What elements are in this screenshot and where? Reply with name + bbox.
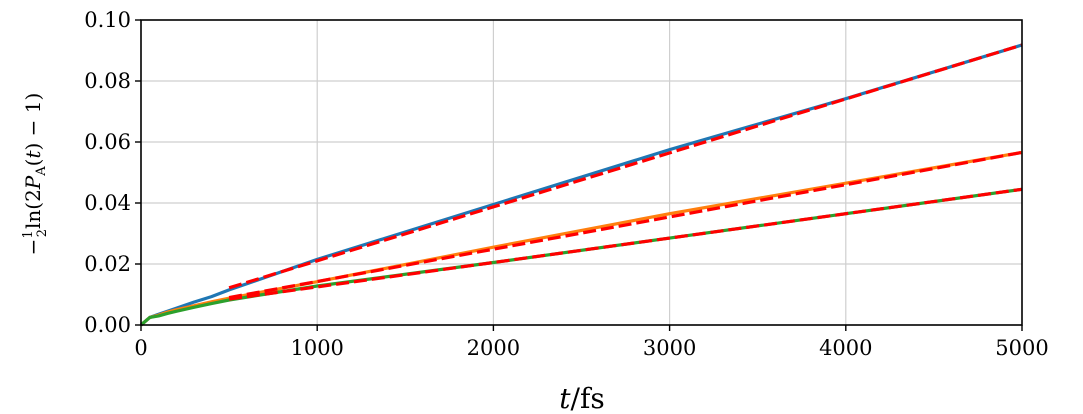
- ticks: 0 1000 2000 3000 4000 5000 0.00 0.02 0.04 0.06 0.0…: [84, 8, 1048, 360]
- axes-frame: [140, 19, 1023, 326]
- x-tick-label: 1000: [290, 336, 343, 360]
- x-tick-label: 5000: [995, 336, 1048, 360]
- fit-line-3: [228, 187, 1023, 301]
- x-tick-label: 2000: [467, 336, 520, 360]
- x-tick-label: 0: [134, 336, 147, 360]
- fit-line-2: [228, 150, 1023, 300]
- y-tick-label: 0.10: [84, 8, 131, 32]
- series-line-3: [139, 187, 1023, 327]
- y-tick-label: 0.00: [84, 313, 131, 337]
- series-group: [139, 43, 1023, 327]
- x-tick-label: 3000: [643, 336, 696, 360]
- y-axis-label: −12ln(2PA(t) − 1): [21, 93, 50, 256]
- x-axis-label: t/fs: [559, 382, 604, 414]
- y-tick-label: 0.08: [84, 69, 131, 93]
- y-tick-label: 0.06: [84, 130, 131, 154]
- x-tick-label: 4000: [819, 336, 872, 360]
- y-tick-label: 0.04: [84, 191, 131, 215]
- grid: [141, 20, 1022, 325]
- y-tick-label: 0.02: [84, 252, 131, 276]
- fit-line-1: [228, 43, 1023, 290]
